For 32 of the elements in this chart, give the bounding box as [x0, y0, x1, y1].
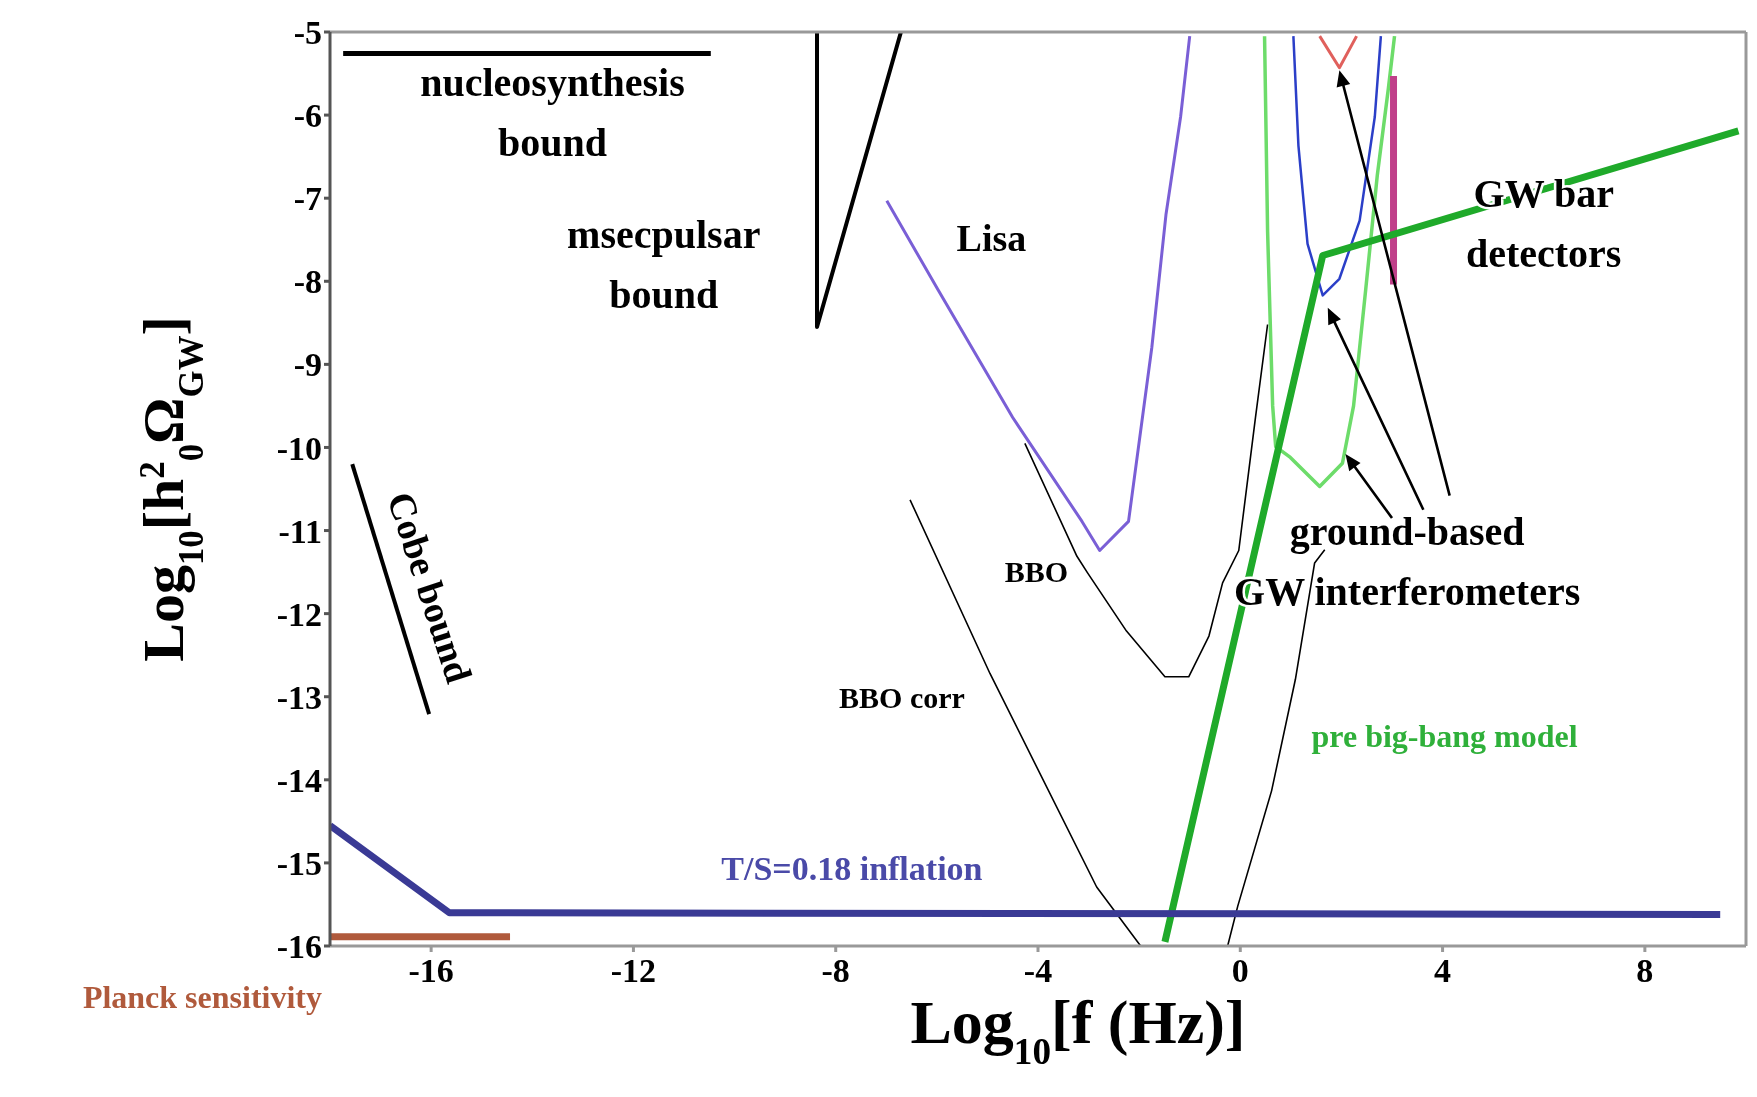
- y-tick-label: -9: [293, 346, 322, 384]
- x-tick-label: 0: [1231, 952, 1249, 990]
- y-tick-label: -8: [293, 263, 322, 301]
- y-tick-label: -14: [276, 761, 322, 799]
- y-tick-label: -7: [293, 180, 322, 218]
- x-axis-title: Log$_{10}$[f (Hz)]: [910, 988, 1246, 1072]
- annotation: pre big-bang model: [1311, 718, 1578, 755]
- line-series: [1292, 34, 1383, 297]
- text: Planck sensitivity: [82, 979, 322, 1015]
- annotation: nucleosynthesis bound: [420, 60, 685, 166]
- annotation: BBO corr: [839, 680, 965, 714]
- x-tick-label: 4: [1434, 952, 1452, 990]
- y-tick-label: -6: [293, 97, 322, 135]
- y-tick-label: -5: [293, 14, 322, 52]
- annotation: Lisa: [956, 216, 1027, 259]
- x-tick-label: 8: [1636, 952, 1654, 990]
- x-tick-label: -12: [610, 952, 657, 990]
- y-tick-label: -15: [276, 844, 322, 882]
- y-tick-label: -13: [276, 678, 322, 716]
- y-tick-label: -11: [278, 512, 322, 550]
- x-tick-label: -8: [821, 952, 850, 990]
- annotation: BBO: [1004, 554, 1069, 588]
- y-tick-label: -10: [276, 429, 322, 467]
- annotation: msecpulsar bound: [567, 212, 761, 318]
- y-tick-label: -12: [276, 595, 322, 633]
- line-series: [1262, 34, 1397, 489]
- x-tick-label: -4: [1023, 952, 1053, 990]
- y-tick-label: -16: [276, 928, 322, 966]
- line-series: [885, 34, 1192, 552]
- annotation: T/S=0.18 inflation: [721, 849, 983, 887]
- annotation: Cobe bound: [379, 486, 481, 688]
- x-tick-label: -16: [408, 952, 454, 990]
